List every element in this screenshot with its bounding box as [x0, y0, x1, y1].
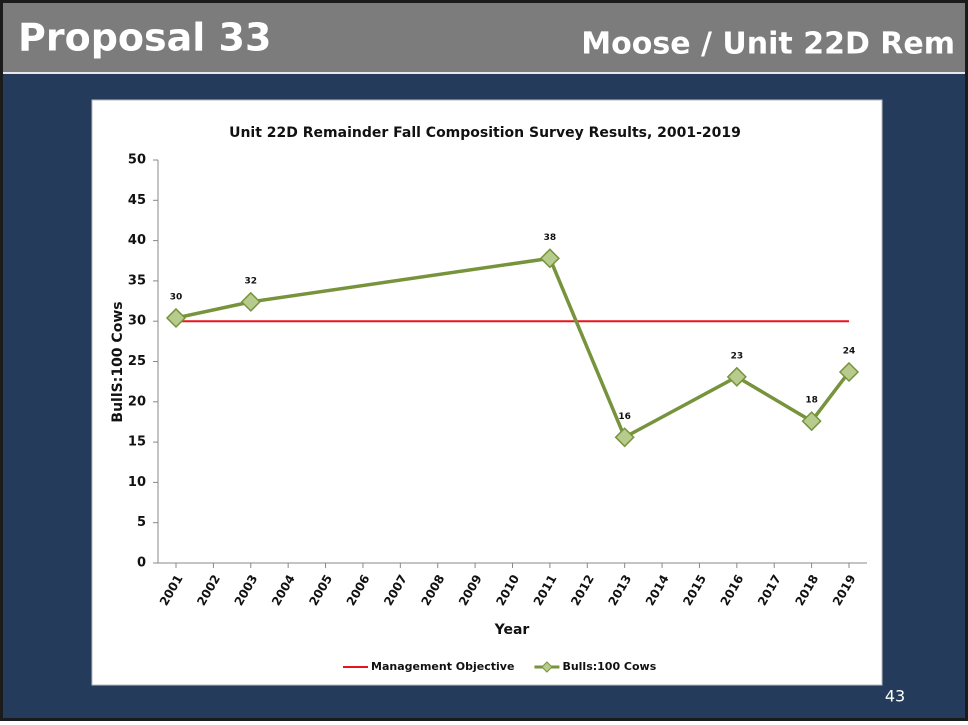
y-tick-label: 50: [128, 153, 146, 168]
y-tick-label: 20: [128, 394, 146, 409]
data-point: [838, 361, 860, 383]
page-number: 43: [885, 687, 905, 706]
slide-title: Proposal 33: [18, 16, 271, 60]
header-rule: [3, 72, 965, 74]
y-tick-label: 30: [128, 314, 146, 329]
y-tick-label: 0: [137, 556, 146, 571]
y-tick-label: 40: [128, 233, 146, 248]
y-tick-label: 25: [128, 354, 146, 369]
chart-area: [91, 99, 883, 686]
data-point: [726, 366, 747, 387]
y-tick-label: 15: [128, 435, 146, 450]
chart-title: Unit 22D Remainder Fall Composition Surv…: [229, 125, 741, 141]
y-tick-label: 35: [128, 273, 146, 288]
data-label: 38: [544, 233, 557, 243]
data-point: [801, 411, 822, 432]
legend-label: Bulls:100 Cows: [562, 660, 656, 673]
legend-marker: [541, 661, 553, 673]
header-band: [3, 3, 965, 72]
y-axis-label: BullS:100 Cows: [110, 301, 126, 422]
data-label: 24: [843, 346, 856, 356]
y-tick-label: 10: [128, 475, 146, 490]
data-label: 30: [170, 292, 183, 302]
data-point: [240, 291, 261, 312]
y-tick-label: 5: [137, 515, 146, 530]
data-label: 16: [618, 412, 631, 422]
data-label: 32: [245, 276, 258, 286]
y-tick-label: 45: [128, 193, 146, 208]
x-axis-label: Year: [494, 622, 530, 638]
data-label: 18: [805, 396, 818, 406]
data-point: [165, 307, 187, 329]
data-point: [614, 427, 635, 448]
data-point: [539, 248, 560, 269]
slide-subtitle: Moose / Unit 22D Rem: [581, 27, 955, 62]
data-label: 23: [731, 351, 744, 361]
legend-label: Management Objective: [371, 660, 514, 673]
